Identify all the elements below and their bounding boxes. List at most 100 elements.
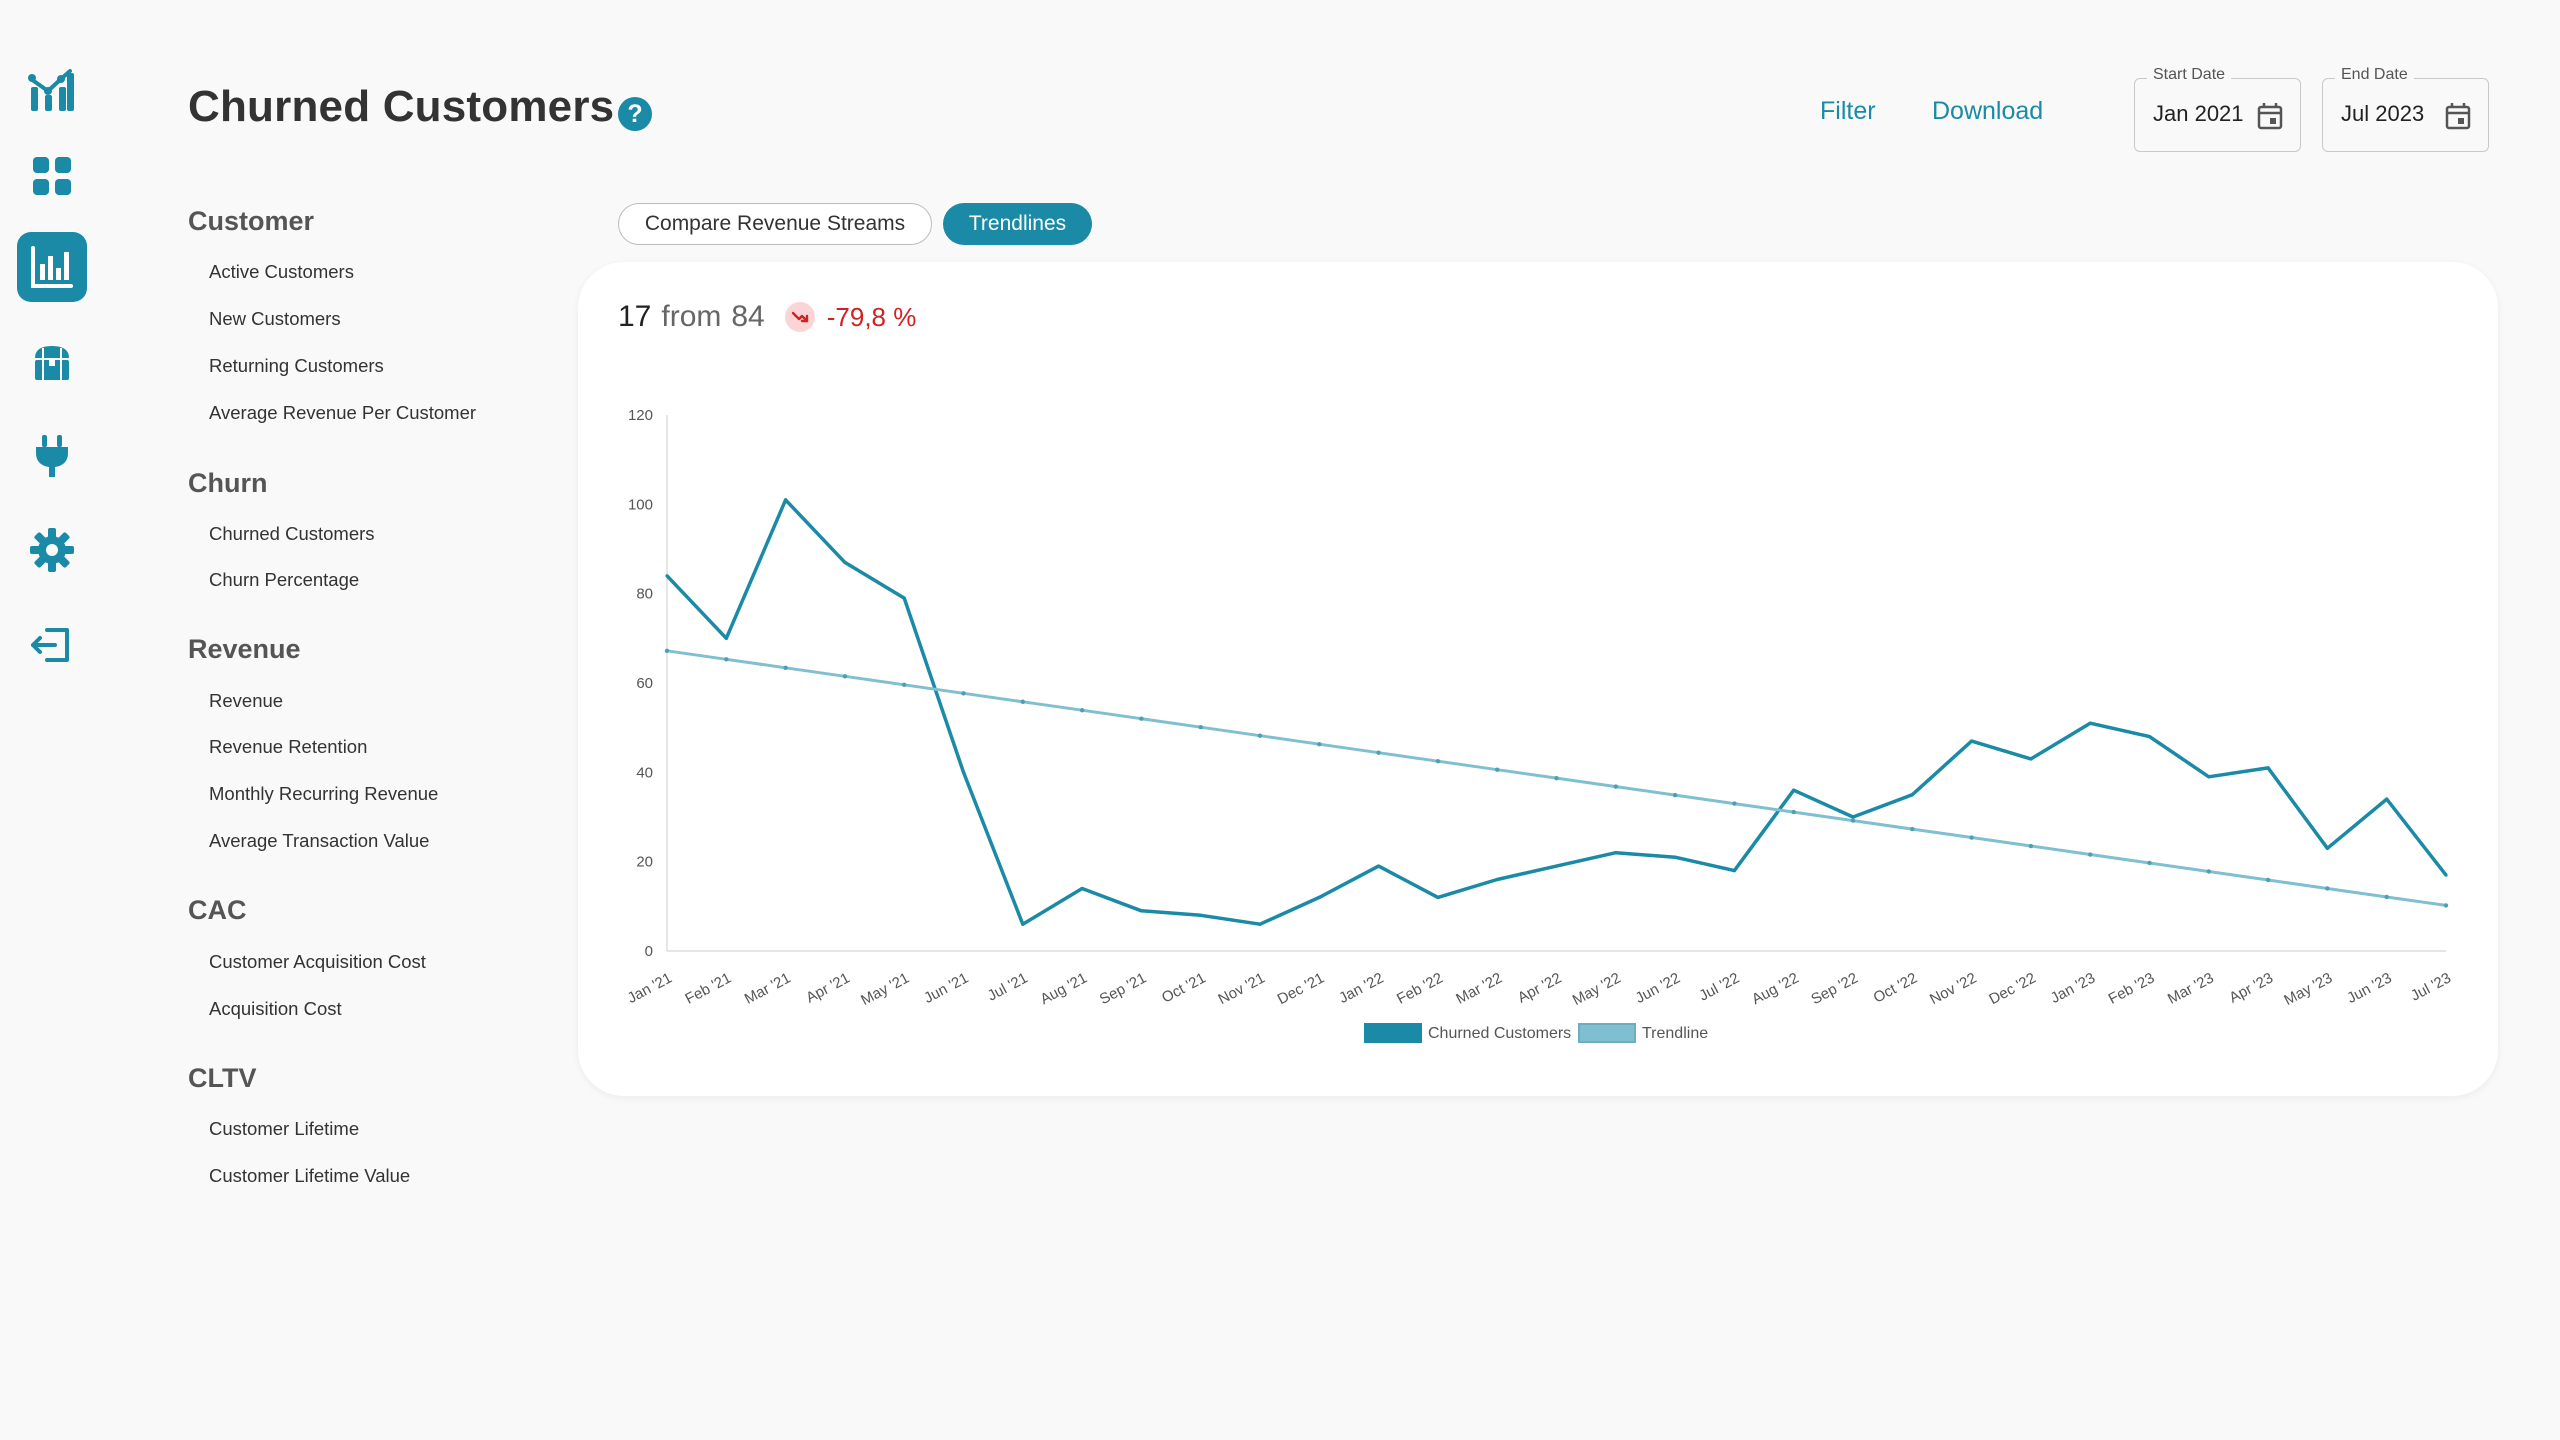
x-tick-label: Nov '21 xyxy=(1215,970,1267,1009)
x-tick-label: Oct '22 xyxy=(1871,970,1921,1007)
series-point xyxy=(724,636,728,640)
series-point xyxy=(1198,725,1203,730)
logout-icon[interactable] xyxy=(17,610,87,680)
nav-item-active-customers[interactable]: Active Customers xyxy=(209,261,354,282)
nav-item-revenue-retention[interactable]: Revenue Retention xyxy=(209,736,368,757)
plug-icon[interactable] xyxy=(17,421,87,491)
nav-section-customer: Customer xyxy=(188,206,315,236)
series-point xyxy=(1317,895,1321,900)
nav-item-revenue[interactable]: Revenue xyxy=(209,690,284,711)
series-point xyxy=(2028,843,2034,849)
x-tick-label: Apr '23 xyxy=(2226,970,2276,1007)
nav-item-average-revenue-per-customer[interactable]: Average Revenue Per Customer xyxy=(209,402,477,423)
series-point xyxy=(1554,775,1559,781)
x-tick-label: May '23 xyxy=(2281,970,2335,1009)
x-tick-label: Jul '22 xyxy=(1696,970,1742,1005)
series-point xyxy=(1851,815,1855,819)
series-point xyxy=(1910,793,1914,797)
x-tick-label: Sep '21 xyxy=(1097,970,1149,1009)
nav-item-churn-percentage[interactable]: Churn Percentage xyxy=(209,569,360,590)
nav-item-new-customers[interactable]: New Customers xyxy=(209,308,341,329)
series-point xyxy=(1435,758,1441,764)
tab-compare-revenue-streams[interactable]: Compare Revenue Streams xyxy=(618,203,932,245)
y-tick-label: 80 xyxy=(636,586,653,603)
x-tick-label: May '21 xyxy=(858,970,912,1009)
x-tick-label: Feb '21 xyxy=(682,970,734,1008)
series-point xyxy=(1080,886,1084,891)
x-tick-label: Aug '21 xyxy=(1037,970,1089,1009)
series-point xyxy=(1732,869,1736,873)
dashboard-icon[interactable] xyxy=(17,141,87,211)
series-point xyxy=(2147,860,2152,866)
series-point xyxy=(2207,775,2211,779)
series-point xyxy=(1614,851,1618,855)
series-point xyxy=(1495,877,1499,882)
series-point xyxy=(902,682,907,687)
end-date-label: End Date xyxy=(2335,66,2414,84)
series-point xyxy=(2385,797,2389,801)
summary-current: 17 xyxy=(618,300,652,333)
series-point xyxy=(1020,699,1025,704)
series-point xyxy=(724,657,729,662)
nav-item-customer-lifetime-value[interactable]: Customer Lifetime Value xyxy=(209,1165,411,1186)
series-point xyxy=(2265,877,2271,883)
help-icon[interactable]: ? xyxy=(618,97,652,131)
bar-chart-icon[interactable] xyxy=(17,232,87,302)
series-point xyxy=(1257,733,1263,738)
nav-item-acquisition-cost[interactable]: Acquisition Cost xyxy=(209,998,342,1019)
logo-icon[interactable] xyxy=(17,55,87,125)
x-tick-label: Jul '23 xyxy=(2408,970,2454,1005)
series-point xyxy=(2147,735,2152,739)
filter-button[interactable]: Filter xyxy=(1820,97,1876,125)
series-point xyxy=(1258,922,1262,926)
x-tick-label: Feb '23 xyxy=(2106,970,2158,1008)
y-tick-label: 100 xyxy=(628,496,653,513)
series-point xyxy=(665,574,669,578)
x-tick-label: Jun '22 xyxy=(1633,970,1683,1008)
series-point xyxy=(664,648,670,654)
series-point xyxy=(1377,864,1381,868)
series-point xyxy=(1910,826,1915,832)
nav-item-customer-lifetime[interactable]: Customer Lifetime xyxy=(209,1118,360,1139)
x-tick-label: Jun '21 xyxy=(921,970,971,1008)
nav-item-monthly-recurring-revenue[interactable]: Monthly Recurring Revenue xyxy=(209,783,439,804)
nav-item-customer-acquisition-cost[interactable]: Customer Acquisition Cost xyxy=(209,951,426,972)
nav-item-returning-customers[interactable]: Returning Customers xyxy=(209,355,384,376)
calendar-icon[interactable] xyxy=(2444,101,2472,131)
series-point xyxy=(1792,788,1796,792)
icon-rail xyxy=(0,0,104,1440)
x-tick-label: Jan '22 xyxy=(1336,970,1386,1008)
series-line xyxy=(665,498,2448,926)
series-point xyxy=(2443,903,2449,908)
summary-from-label: from xyxy=(661,300,722,333)
y-tick-label: 60 xyxy=(636,675,653,692)
summary-change: -79,8 % xyxy=(826,301,917,332)
series-point xyxy=(2325,846,2329,850)
series-point xyxy=(2088,721,2092,725)
y-tick-label: 40 xyxy=(636,764,653,781)
start-date-field[interactable]: Start Date Jan 2021 xyxy=(2134,66,2301,152)
treasure-chest-icon[interactable] xyxy=(17,328,87,398)
series-point xyxy=(2444,873,2448,877)
calendar-icon[interactable] xyxy=(2256,101,2284,131)
nav-item-churned-customers[interactable]: Churned Customers xyxy=(209,523,375,544)
x-tick-label: May '22 xyxy=(1570,970,1624,1009)
tab-trendlines[interactable]: Trendlines xyxy=(943,203,1092,245)
summary: 17 from 84 -79,8 % xyxy=(618,300,916,334)
download-button[interactable]: Download xyxy=(1932,97,2044,125)
x-tick-label: Mar '23 xyxy=(2165,970,2217,1008)
legend-label: Trendline xyxy=(1642,1025,1708,1042)
nav-item-average-transaction-value[interactable]: Average Transaction Value xyxy=(209,830,430,851)
end-date-field[interactable]: End Date Jul 2023 xyxy=(2322,66,2489,152)
series-point xyxy=(2206,869,2211,874)
series-point xyxy=(1376,750,1381,755)
legend-swatch xyxy=(1364,1023,1422,1043)
series-point xyxy=(1969,835,1974,840)
series-point xyxy=(1139,716,1144,721)
x-tick-label: Jun '23 xyxy=(2344,970,2394,1008)
series-point xyxy=(1791,809,1796,815)
gear-icon[interactable] xyxy=(17,515,87,585)
series-point xyxy=(2029,757,2033,761)
series-point xyxy=(1970,739,1974,743)
